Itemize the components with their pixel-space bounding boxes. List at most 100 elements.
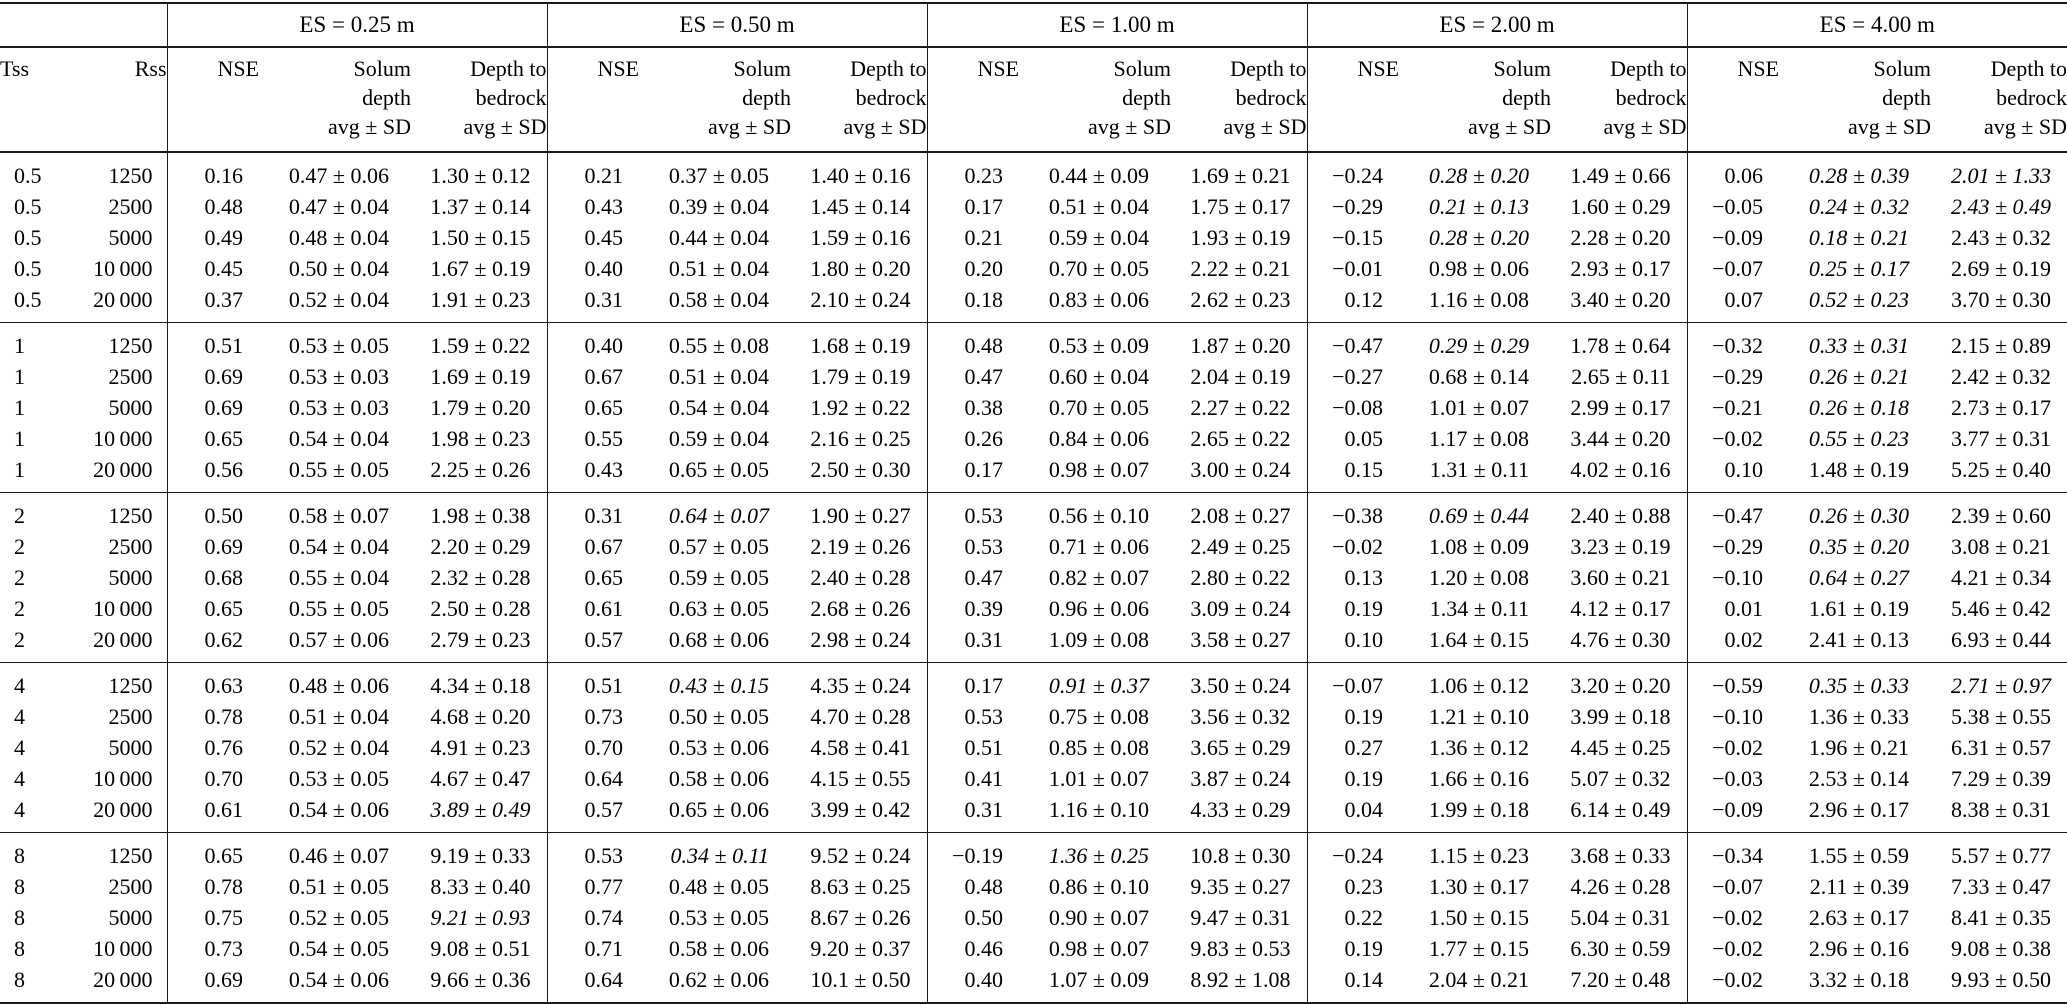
table-row: 8 1250 0.65 0.46 ± 0.07 9.19 ± 0.33 0.53 0.34 … xyxy=(0,832,2067,871)
tss-value: 0.5 xyxy=(14,225,42,250)
column-header-line: bedrock xyxy=(1615,85,1687,110)
solum-depth-value: 3.32 ± 0.18 xyxy=(1808,967,1909,992)
nse-value: −0.02 xyxy=(1686,423,1779,454)
nse-value: 0.56 xyxy=(166,454,259,493)
depth-to-bedrock-value: 1.68 ± 0.19 xyxy=(810,333,911,358)
table-row: 4 10 000 0.70 0.53 ± 0.05 4.67 ± 0.47 0.64 0.5… xyxy=(0,763,2067,794)
es-header-spacer xyxy=(0,4,167,48)
nse-value: −0.07 xyxy=(1306,662,1399,701)
nse-value: −0.03 xyxy=(1686,763,1779,794)
solum-depth-value: 0.64 ± 0.07 xyxy=(668,503,769,528)
depth-to-bedrock-value: 2.71 ± 0.97 xyxy=(1950,673,2052,698)
solum-depth-value: 2.04 ± 0.21 xyxy=(1428,967,1529,992)
column-header-line: Solum xyxy=(1873,56,1931,81)
nse-value: 0.26 xyxy=(926,423,1019,454)
tss-value: 4 xyxy=(14,766,25,791)
solum-depth-value: 1.20 ± 0.08 xyxy=(1428,565,1529,590)
nse-value: 0.41 xyxy=(926,763,1019,794)
depth-to-bedrock-value: 2.98 ± 0.24 xyxy=(791,624,927,663)
depth-to-bedrock-value: 1.98 ± 0.23 xyxy=(430,426,531,451)
column-header-solum-depth: Solum depth avg ± SD xyxy=(1779,47,1931,153)
solum-depth-value: 0.57 ± 0.06 xyxy=(259,624,411,663)
depth-to-bedrock-value: 2.50 ± 0.28 xyxy=(430,596,531,621)
solum-depth-value: 1.99 ± 0.18 xyxy=(1399,794,1551,833)
column-header-line: avg ± SD xyxy=(1603,114,1687,139)
column-header-line: avg ± SD xyxy=(328,114,411,139)
column-header-line: avg ± SD xyxy=(843,114,927,139)
nse-value: 0.51 xyxy=(546,662,639,701)
solum-depth-value: 0.37 ± 0.05 xyxy=(668,163,769,188)
results-table: ES = 0.25 m ES = 0.50 m ES = 1.00 m ES = 2.… xyxy=(0,4,2067,1002)
depth-to-bedrock-value: 5.07 ± 0.32 xyxy=(1570,766,1671,791)
table-row: 4 1250 0.63 0.48 ± 0.06 4.34 ± 0.18 0.51 0.43 … xyxy=(0,662,2067,701)
nse-value: 0.43 xyxy=(546,454,639,493)
solum-depth-value: 0.65 ± 0.05 xyxy=(639,454,791,493)
column-header-line: avg ± SD xyxy=(708,114,791,139)
solum-depth-value: 0.55 ± 0.08 xyxy=(668,333,769,358)
depth-to-bedrock-value: 1.79 ± 0.20 xyxy=(430,395,531,420)
depth-to-bedrock-value: 2.16 ± 0.25 xyxy=(810,426,911,451)
nse-value: −0.08 xyxy=(1306,392,1399,423)
nse-value: 0.61 xyxy=(546,593,639,624)
solum-depth-value: 0.25 ± 0.17 xyxy=(1808,256,1909,281)
solum-depth-value: 0.70 ± 0.05 xyxy=(1048,395,1149,420)
depth-to-bedrock-value: 3.87 ± 0.24 xyxy=(1190,766,1291,791)
solum-depth-value: 0.39 ± 0.04 xyxy=(668,194,769,219)
nse-value: 0.40 xyxy=(546,253,639,284)
nse-value: 0.17 xyxy=(926,454,1019,493)
solum-depth-value: 1.21 ± 0.10 xyxy=(1428,704,1529,729)
solum-depth-value: 0.60 ± 0.04 xyxy=(1048,364,1149,389)
depth-to-bedrock-value: 6.30 ± 0.59 xyxy=(1570,936,1671,961)
solum-depth-value: 0.26 ± 0.30 xyxy=(1808,503,1909,528)
depth-to-bedrock-value: 1.30 ± 0.12 xyxy=(430,163,531,188)
table-row: 2 1250 0.50 0.58 ± 0.07 1.98 ± 0.38 0.31 0.64 … xyxy=(0,492,2067,531)
solum-depth-value: 2.96 ± 0.17 xyxy=(1779,794,1931,833)
nse-value: −0.07 xyxy=(1686,871,1779,902)
depth-to-bedrock-value: 7.20 ± 0.48 xyxy=(1570,967,1671,992)
depth-to-bedrock-value: 2.10 ± 0.24 xyxy=(791,284,927,323)
depth-to-bedrock-value: 2.65 ± 0.22 xyxy=(1190,426,1291,451)
depth-to-bedrock-value: 1.90 ± 0.27 xyxy=(810,503,911,528)
depth-to-bedrock-value: 2.43 ± 0.32 xyxy=(1950,225,2052,250)
nse-value: 0.10 xyxy=(1686,454,1779,493)
column-header-line: Depth to xyxy=(1610,56,1687,81)
depth-to-bedrock-value: 10.8 ± 0.30 xyxy=(1190,843,1291,868)
table-row: 4 2500 0.78 0.51 ± 0.04 4.68 ± 0.20 0.73 0.50 … xyxy=(0,701,2067,732)
depth-to-bedrock-value: 8.38 ± 0.31 xyxy=(1931,794,2067,833)
nse-value: −0.05 xyxy=(1686,191,1779,222)
solum-depth-value: 0.54 ± 0.06 xyxy=(259,794,411,833)
nse-value: 0.46 xyxy=(926,933,1019,964)
nse-value: 0.19 xyxy=(1306,933,1399,964)
nse-value: 0.31 xyxy=(926,624,1019,663)
nse-value: 0.57 xyxy=(546,794,639,833)
solum-depth-value: 0.44 ± 0.09 xyxy=(1048,163,1149,188)
column-header-line: Solum xyxy=(1113,56,1171,81)
solum-depth-value: 0.51 ± 0.04 xyxy=(1048,194,1149,219)
nse-value: −0.15 xyxy=(1306,222,1399,253)
depth-to-bedrock-value: 1.59 ± 0.16 xyxy=(810,225,911,250)
nse-value: 0.23 xyxy=(926,152,1019,191)
table-row: 1 2500 0.69 0.53 ± 0.03 1.69 ± 0.19 0.67 0.51 … xyxy=(0,361,2067,392)
solum-depth-value: 0.86 ± 0.10 xyxy=(1048,874,1149,899)
nse-value: 0.31 xyxy=(546,492,639,531)
depth-to-bedrock-value: 4.76 ± 0.30 xyxy=(1551,624,1687,663)
depth-to-bedrock-value: 9.52 ± 0.24 xyxy=(810,843,911,868)
depth-to-bedrock-value: 3.08 ± 0.21 xyxy=(1950,534,2052,559)
solum-depth-value: 2.41 ± 0.13 xyxy=(1779,624,1931,663)
solum-depth-value: 1.09 ± 0.08 xyxy=(1019,624,1171,663)
solum-depth-value: 0.84 ± 0.06 xyxy=(1048,426,1149,451)
column-header-solum-depth: Solum depth avg ± SD xyxy=(259,47,411,153)
depth-to-bedrock-value: 2.08 ± 0.27 xyxy=(1190,503,1291,528)
solum-depth-value: 0.35 ± 0.20 xyxy=(1808,534,1909,559)
solum-depth-value: 1.50 ± 0.15 xyxy=(1428,905,1529,930)
depth-to-bedrock-value: 4.45 ± 0.25 xyxy=(1570,735,1671,760)
solum-depth-value: 0.55 ± 0.05 xyxy=(259,454,411,493)
table-row: 0.5 2500 0.48 0.47 ± 0.04 1.37 ± 0.14 0.43 0.3… xyxy=(0,191,2067,222)
table-row: 4 5000 0.76 0.52 ± 0.04 4.91 ± 0.23 0.70 0.53 … xyxy=(0,732,2067,763)
nse-value: 0.17 xyxy=(926,191,1019,222)
rss-value: 2500 xyxy=(108,534,153,559)
column-header-line: depth xyxy=(362,85,411,110)
table-row: 2 10 000 0.65 0.55 ± 0.05 2.50 ± 0.28 0.61 0.6… xyxy=(0,593,2067,624)
solum-depth-value: 0.52 ± 0.04 xyxy=(259,284,411,323)
nse-value: −0.34 xyxy=(1686,832,1779,871)
